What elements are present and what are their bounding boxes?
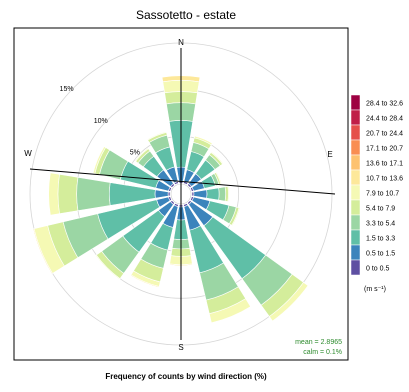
compass-label-S: S [178,343,183,352]
calm-annotation: calm = 0.1% [303,349,342,356]
petal-E-bin-1 [193,189,208,199]
legend-label-9: 20.7 to 24.4 [366,131,403,138]
legend-swatch-10 [350,109,361,126]
legend-swatch-9 [350,124,361,141]
legend-swatch-6 [350,169,361,186]
legend-label-3: 3.3 to 5.4 [366,221,395,228]
legend-swatch-0 [350,259,361,276]
petal-E-bin-3 [218,186,226,202]
petals [32,75,309,324]
mean-annotation: mean = 2.8965 [295,339,342,346]
petal-W-bin-1 [154,189,169,199]
legend-unit: (m s⁻¹) [364,286,386,293]
petal-SSW-bin-0 [173,202,179,207]
grid-label-15: 15% [60,86,74,93]
petal-SW-bin-0 [170,200,175,205]
legend-label-2: 1.5 to 3.3 [366,236,395,243]
petal-ENE-bin-0 [189,186,194,192]
speed-legend: 28.4 to 32.6 24.4 to 28.4 20.7 to 24.4 17.1… [350,94,403,293]
legend-swatch-2 [350,229,361,246]
axis-west-east [29,168,336,195]
legend-swatch-8 [350,139,361,156]
grid-label-10: 10% [94,118,108,125]
legend-label-8: 17.1 to 20.7 [366,146,403,153]
legend-label-1: 0.5 to 1.5 [366,251,395,258]
legend-swatch-1 [350,244,361,261]
legend-label-10: 24.4 to 28.4 [366,116,403,123]
petal-WSW-bin-0 [168,196,173,202]
petal-NW-bin-0 [170,183,175,188]
compass-label-N: N [178,38,184,47]
petal-E-bin-2 [206,187,220,201]
compass-label-E: E [327,150,332,159]
legend-swatch-4 [350,199,361,216]
chart-title: Sassotetto - estate [135,8,237,22]
legend-swatch-5 [350,184,361,201]
petal-WNW-bin-0 [168,186,173,192]
petal-E-bin-0 [191,191,195,197]
legend-label-7: 13.6 to 17.1 [366,161,403,168]
legend-swatch-7 [350,154,361,171]
petal-SE-bin-0 [187,200,192,205]
petal-W-bin-3 [76,176,111,212]
legend-swatch-3 [350,214,361,231]
compass-label-W: W [24,149,32,158]
legend-label-4: 5.4 to 7.9 [366,206,395,213]
petal-W-bin-0 [167,191,171,197]
legend-label-11: 28.4 to 32.6 [366,101,403,108]
petal-ESE-bin-0 [189,196,194,202]
legend-label-0: 0 to 0.5 [366,266,389,273]
chart-x-label: Frequency of counts by wind direction (%… [105,372,267,381]
petal-NE-bin-0 [187,183,192,188]
grid-label-5: 5% [130,150,140,157]
legend-label-5: 7.9 to 10.7 [366,191,399,198]
petal-W-bin-4 [57,173,79,215]
legend-swatch-11 [350,94,361,111]
legend-label-6: 10.7 to 13.6 [366,176,403,183]
petal-SSE-bin-0 [183,202,189,207]
plot-frame [13,27,349,361]
compass-axes: N E S W [24,38,336,352]
